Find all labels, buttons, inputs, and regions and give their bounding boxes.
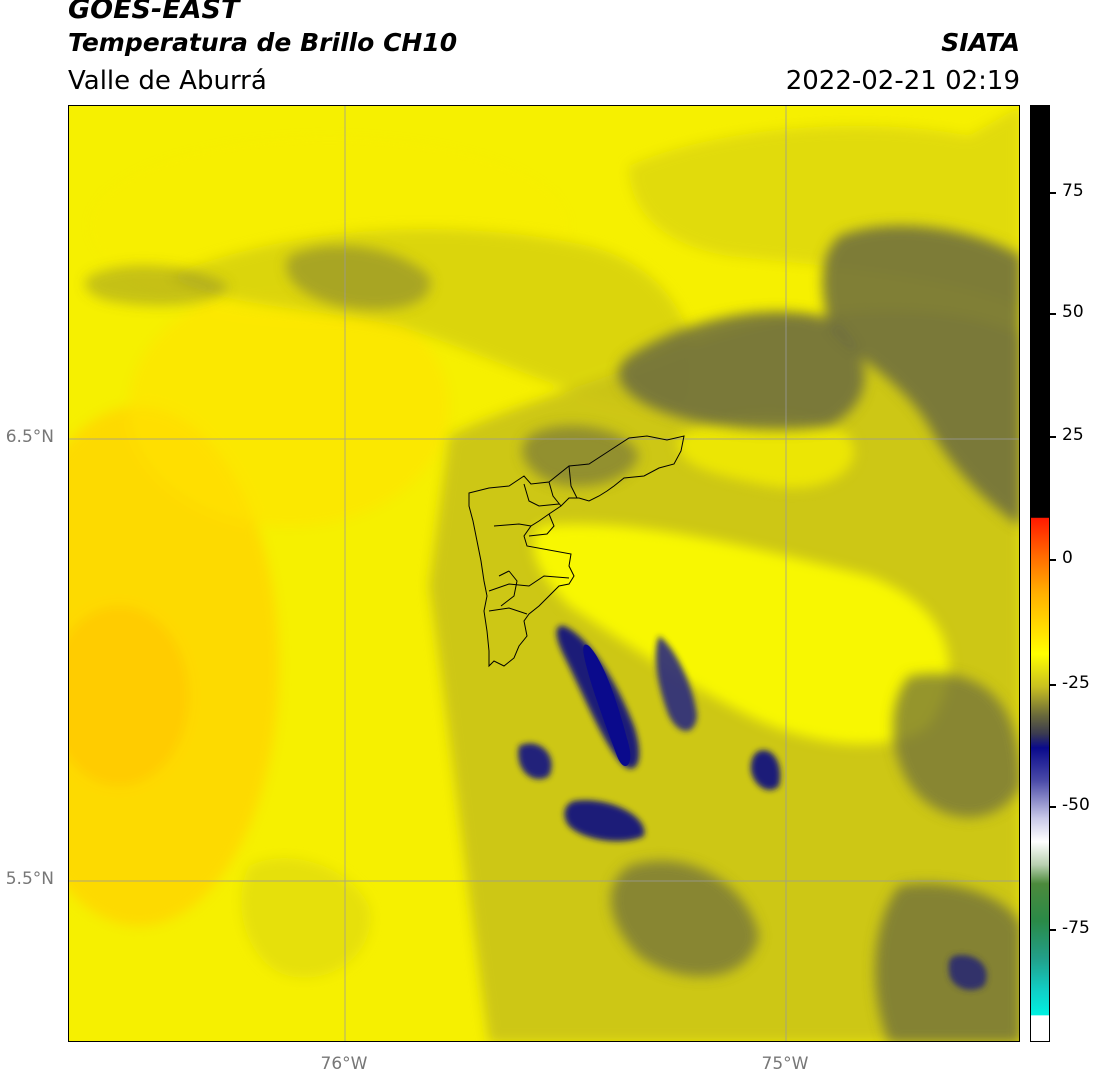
region-subtitle: Valle de Aburrá [68, 66, 267, 96]
colorbar-label-50: 50 [1062, 302, 1084, 322]
warm-region [69, 136, 569, 926]
colorbar-label-0: 0 [1062, 548, 1073, 568]
agency-label: SIATA [941, 28, 1020, 57]
colorbar-label-minus-75: -75 [1062, 918, 1090, 938]
lat-label-5-5n: 5.5°N [5, 869, 54, 889]
valle-de-aburra-boundary [468, 435, 685, 668]
dry-tongue [533, 413, 949, 745]
colorbar-tick [1050, 192, 1056, 194]
colorbar-tick [1050, 806, 1056, 808]
lat-label-6-5n: 6.5°N [5, 427, 54, 447]
colorbar-tick [1050, 929, 1056, 931]
colorbar-label-25: 25 [1062, 425, 1084, 445]
colorbar [1030, 105, 1050, 1042]
product-title: Temperatura de Brillo CH10 [68, 28, 458, 57]
lon-label-75w: 75°W [761, 1054, 809, 1074]
cold-clouds [85, 225, 1019, 1041]
colorbar-tick [1050, 313, 1056, 315]
satellite-title: GOES-EAST [68, 0, 240, 25]
brightness-temperature-map [68, 105, 1020, 1042]
colorbar-label-minus-25: -25 [1062, 673, 1090, 693]
gridlines [69, 106, 1019, 1041]
colorbar-tick [1050, 559, 1056, 561]
timestamp-label: 2022-02-21 02:19 [785, 66, 1020, 96]
colorbar-label-minus-50: -50 [1062, 795, 1090, 815]
colorbar-tick [1050, 436, 1056, 438]
map-field [69, 106, 1019, 1041]
colorbar-label-75: 75 [1062, 181, 1084, 201]
colorbar-tick [1050, 684, 1056, 686]
lon-label-76w: 76°W [320, 1054, 368, 1074]
convective-core [583, 644, 631, 767]
